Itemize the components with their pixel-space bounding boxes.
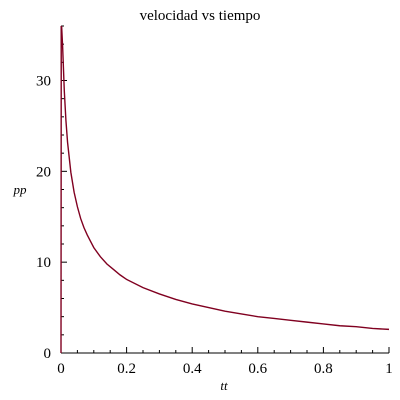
x-tick-label: 0.6 [248,361,267,377]
series-group [60,25,390,354]
y-tick-label: 30 [36,74,51,90]
y-tick-label: 10 [36,255,51,271]
y-axis-label: pp [13,182,28,197]
chart-title: velocidad vs tiempo [140,8,261,24]
axes [60,26,389,354]
series-line [60,25,390,354]
x-tick-label: 1 [385,361,393,377]
x-tick-label: 0.8 [314,361,333,377]
x-tick-label: 0 [57,361,65,377]
x-tick-label: 0.2 [117,361,136,377]
y-tick-label: 0 [44,346,52,362]
x-axis-label: tt [220,378,228,393]
y-tick-label: 20 [36,164,51,180]
x-tick-label: 0.4 [183,361,202,377]
